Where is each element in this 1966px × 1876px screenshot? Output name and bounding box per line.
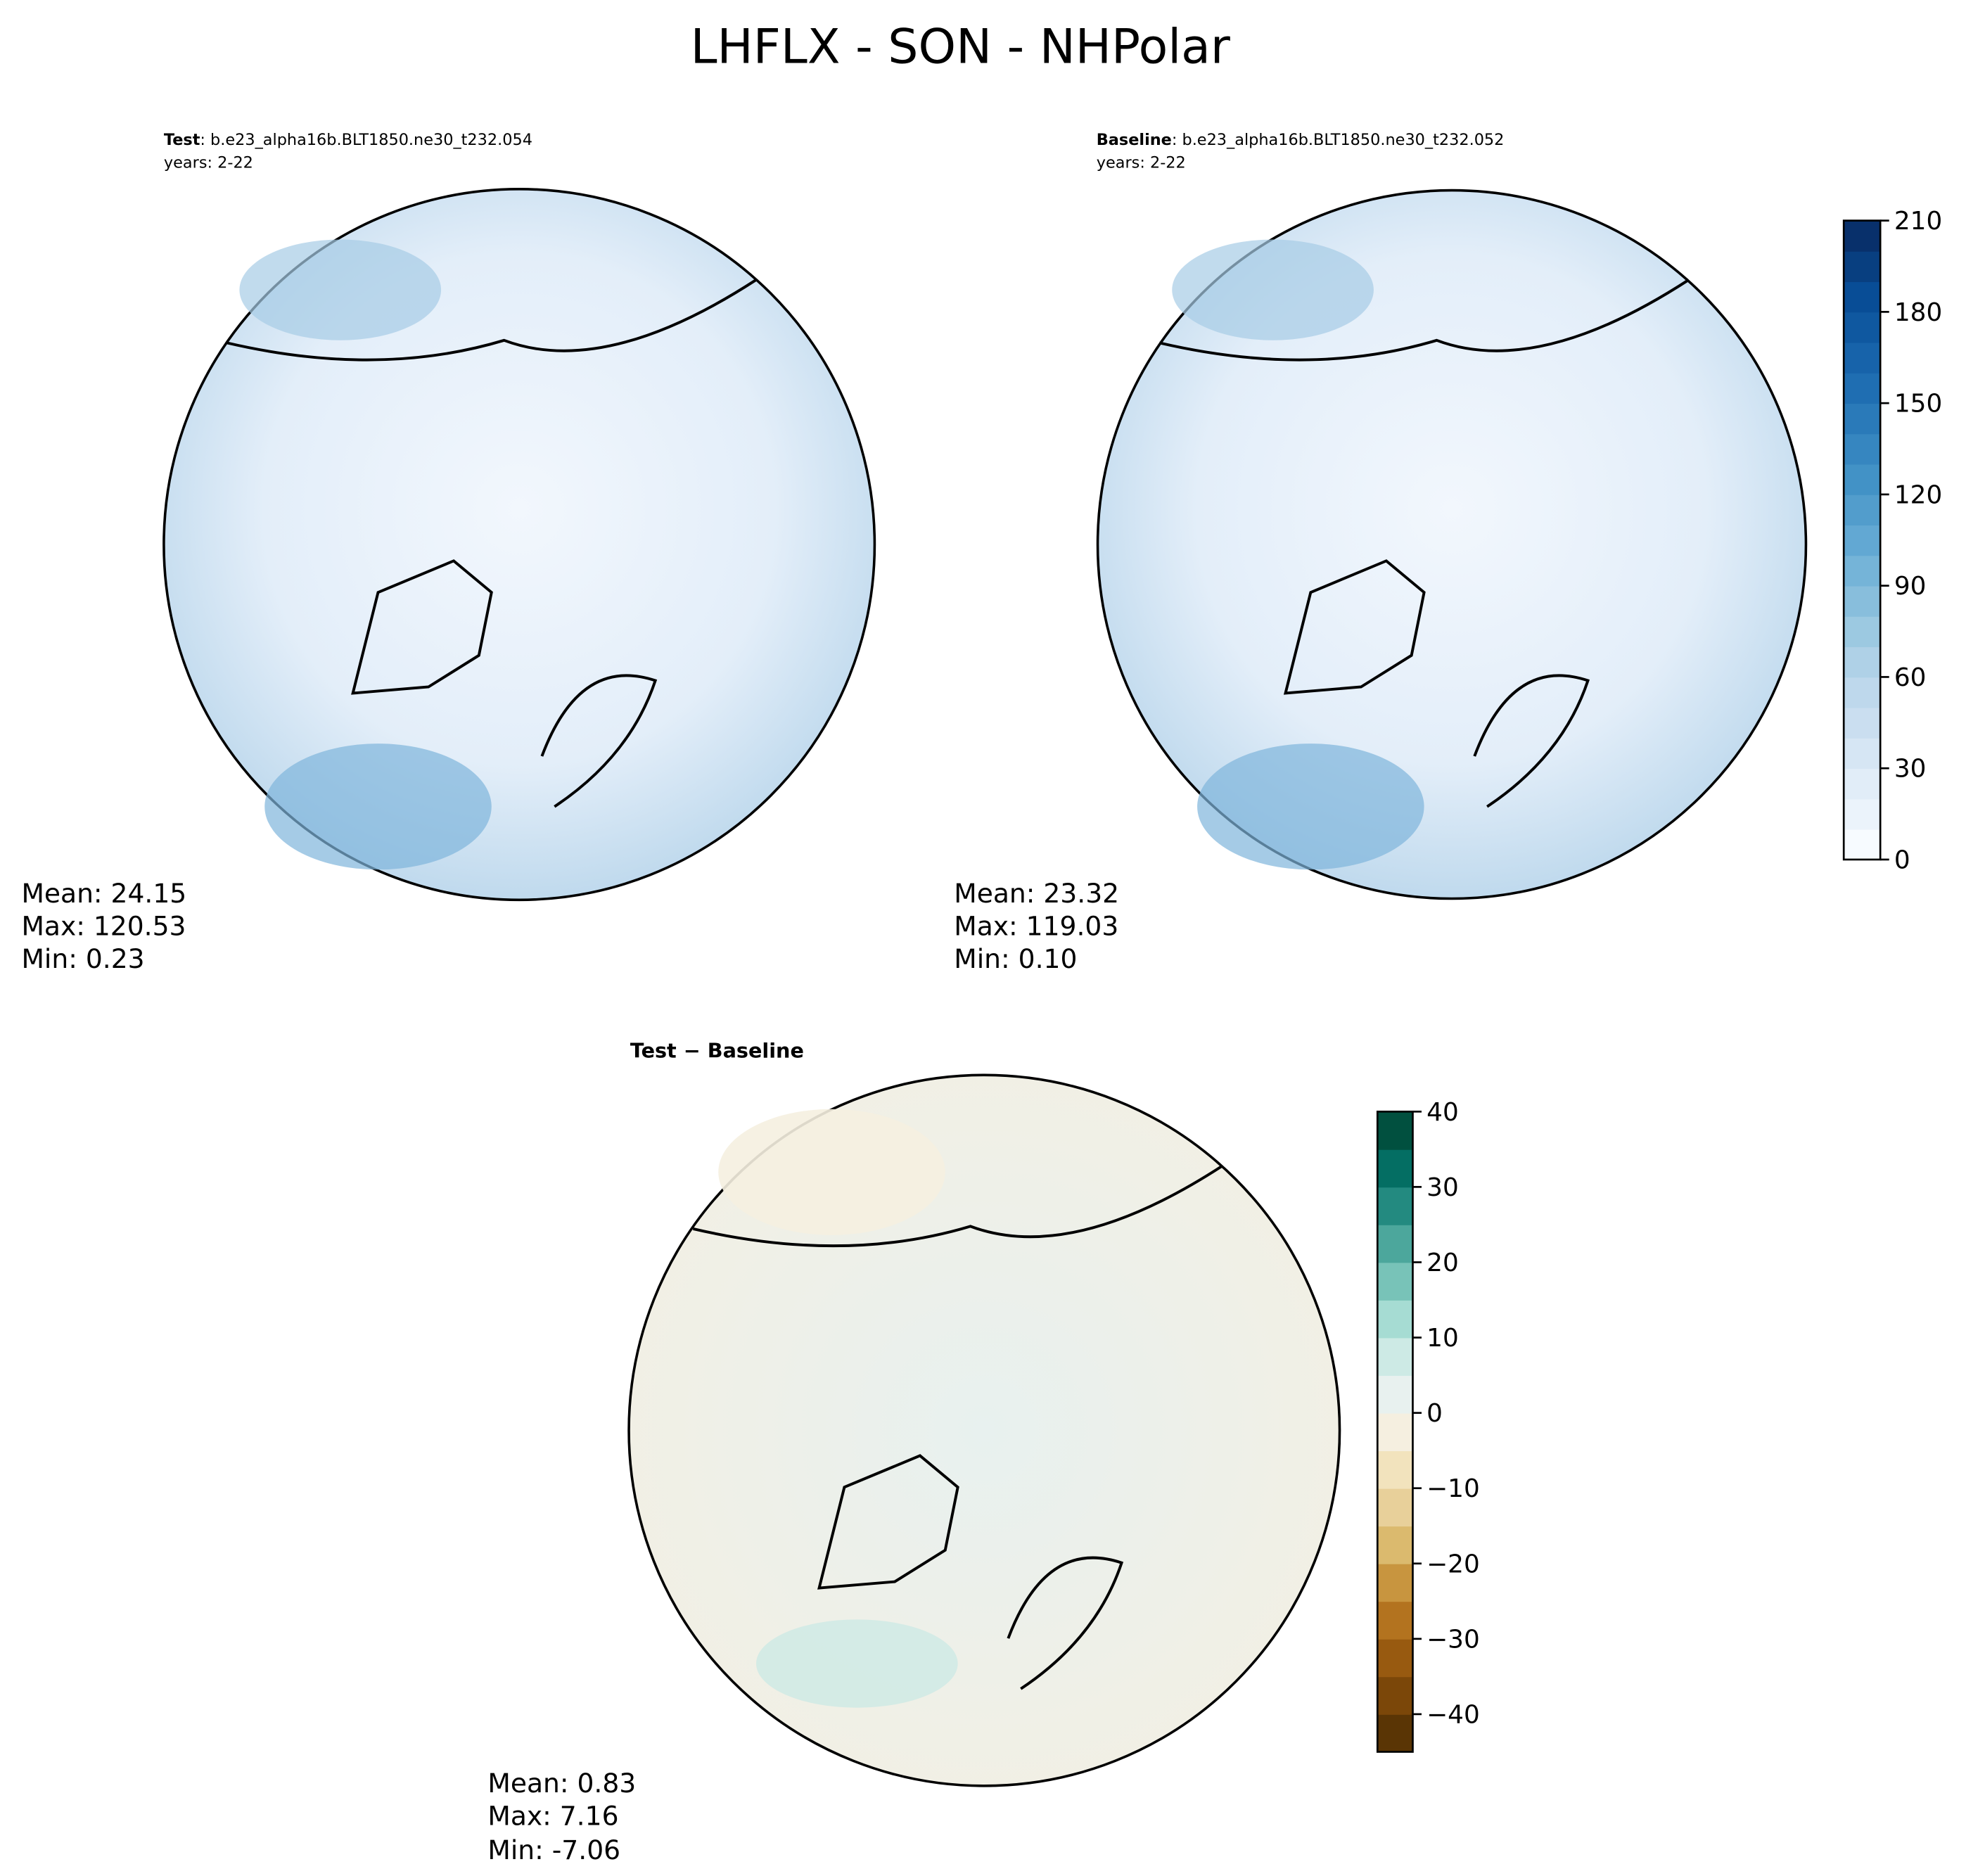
panel-label: Test − Baseline — [630, 1038, 804, 1062]
colorbar-band — [1844, 342, 1881, 374]
case: : b.e23_alpha16b.BLT1850.ne30_t232.054 — [200, 131, 532, 149]
colorbar-band — [1377, 1337, 1413, 1376]
colorbar-band — [1844, 585, 1881, 617]
map — [1096, 189, 1808, 900]
panel-label: Test: b.e23_alpha16b.BLT1850.ne30_t232.0… — [164, 131, 532, 149]
field — [756, 1619, 958, 1708]
panel-diff: Test − Baseline Mean: 0.83 Max: 7.16 Min… — [487, 1038, 1341, 1865]
case: : b.e23_alpha16b.BLT1850.ne30_t232.052 — [1172, 131, 1505, 149]
stat: Max: 120.53 — [21, 910, 186, 941]
field — [264, 744, 492, 870]
colorbar-tick-label: 0 — [1426, 1399, 1443, 1428]
colorbar-band — [1844, 737, 1881, 770]
colorbar-tick-label: 210 — [1894, 207, 1942, 236]
colorbar-band — [1844, 220, 1881, 252]
colorbar-tick-label: −30 — [1426, 1625, 1480, 1654]
colorbar-tick-label: 90 — [1894, 572, 1927, 601]
colorbar-frame — [1842, 219, 1882, 861]
stat: Max: 119.03 — [954, 910, 1118, 941]
colorbar-band — [1377, 1262, 1413, 1301]
stat: Min: -7.06 — [487, 1834, 620, 1865]
figure-title: LHFLX - SON - NHPolar — [691, 20, 1230, 75]
colorbar-band — [1844, 646, 1881, 678]
field — [239, 239, 442, 340]
label: Baseline — [1097, 131, 1172, 149]
colorbar-band — [1377, 1526, 1413, 1564]
years: years: 2-22 — [1097, 153, 1186, 172]
colorbar-band — [1844, 312, 1881, 343]
colorbar-tick-label: −20 — [1426, 1550, 1480, 1578]
colorbar-band — [1844, 768, 1881, 800]
colorbar-band — [1377, 1224, 1413, 1263]
years: years: 2-22 — [164, 153, 253, 172]
colorbar-band — [1377, 1601, 1413, 1640]
stat: Max: 7.16 — [487, 1800, 618, 1831]
field — [1197, 744, 1424, 870]
panel-baseline: Baseline: b.e23_alpha16b.BLT1850.ne30_t2… — [954, 131, 1808, 974]
colorbar-band — [1844, 615, 1881, 648]
colorbar-tick-label: 0 — [1894, 846, 1910, 875]
colorbar-frame — [1376, 1110, 1414, 1753]
colorbar-band — [1844, 555, 1881, 587]
colorbar-band — [1844, 433, 1881, 465]
colorbar-band — [1377, 1375, 1413, 1414]
colorbar-band — [1844, 798, 1881, 830]
colorbar-band — [1844, 677, 1881, 708]
colorbar-tick-label: 10 — [1426, 1324, 1459, 1353]
map — [162, 188, 876, 902]
colorbar-tick-label: −40 — [1426, 1700, 1480, 1729]
stat: Min: 0.23 — [21, 943, 144, 974]
colorbar-tick-label: 60 — [1894, 663, 1927, 692]
colorbar-band — [1377, 1488, 1413, 1527]
colorbar-band — [1377, 1638, 1413, 1678]
colorbar-band — [1377, 1149, 1413, 1188]
colorbar-band — [1844, 372, 1881, 404]
stat: Min: 0.10 — [954, 943, 1077, 974]
colorbar-band — [1844, 525, 1881, 556]
colorbar-tick-label: 150 — [1894, 390, 1942, 419]
colorbar-tick-label: 40 — [1426, 1098, 1459, 1127]
colorbar-tick-label: 20 — [1426, 1249, 1459, 1277]
colorbar-band — [1377, 1450, 1413, 1489]
colorbar-tick-label: 180 — [1894, 298, 1942, 327]
colorbar-band — [1377, 1412, 1413, 1452]
colorbar-tick-label: 120 — [1894, 480, 1942, 509]
colorbar-band — [1844, 829, 1881, 860]
stat: Mean: 24.15 — [21, 878, 186, 909]
colorbar-band — [1844, 403, 1881, 435]
colorbar-band — [1377, 1563, 1413, 1602]
colorbar-band — [1844, 707, 1881, 739]
coastline — [692, 1164, 1223, 1690]
colorbar-band — [1844, 494, 1881, 526]
colorbar-band — [1844, 250, 1881, 283]
panel-test: Test: b.e23_alpha16b.BLT1850.ne30_t232.0… — [21, 131, 876, 974]
coastline — [1158, 279, 1690, 808]
colorbar-band — [1377, 1676, 1413, 1715]
colorbar-band — [1377, 1299, 1413, 1339]
map — [627, 1073, 1341, 1787]
field — [1172, 239, 1374, 340]
colorbar-band — [1377, 1187, 1413, 1225]
colorbar-tick-label: 30 — [1894, 755, 1927, 784]
stat: Mean: 23.32 — [954, 878, 1119, 909]
colorbar-band — [1377, 1714, 1413, 1753]
coastline — [226, 279, 758, 808]
colorbar-band — [1844, 464, 1881, 495]
colorbar-band — [1377, 1111, 1413, 1150]
label: Test — [164, 131, 200, 149]
colorbar-band — [1844, 281, 1881, 313]
panel-label: Baseline: b.e23_alpha16b.BLT1850.ne30_t2… — [1097, 131, 1505, 149]
colorbar-tick-label: −10 — [1426, 1474, 1480, 1503]
field — [718, 1109, 945, 1235]
stat: Mean: 0.83 — [487, 1768, 636, 1799]
colorbar-tick-label: 30 — [1426, 1173, 1459, 1202]
